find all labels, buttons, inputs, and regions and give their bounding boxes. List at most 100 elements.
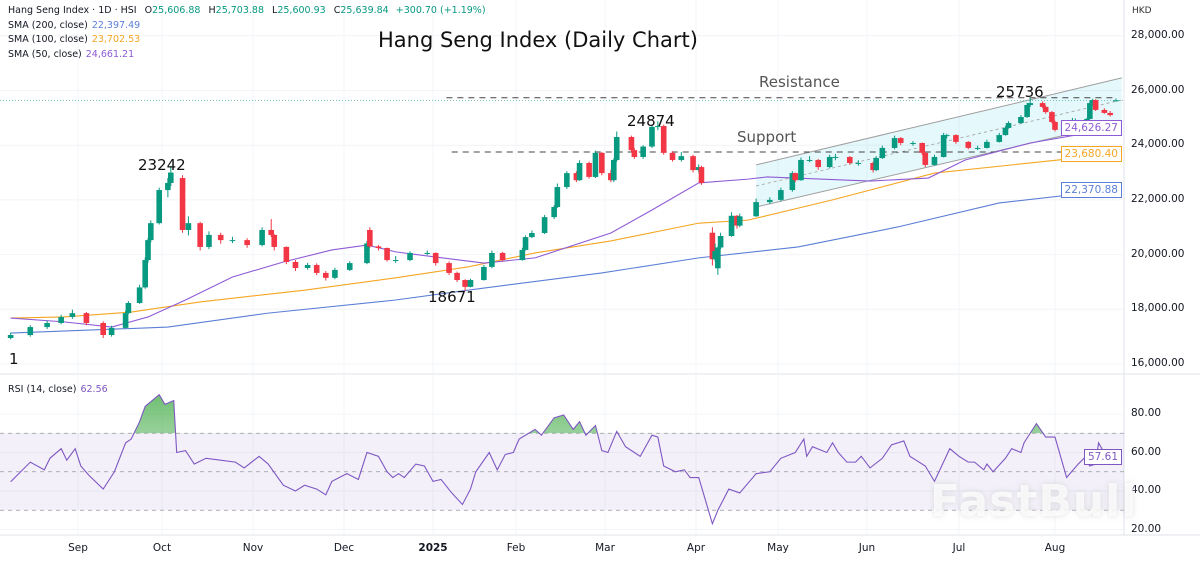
- candle-body: [229, 240, 236, 242]
- candle: [554, 183, 561, 209]
- candle-body: [346, 263, 353, 270]
- candle-body: [792, 173, 799, 181]
- candle-body: [136, 287, 143, 304]
- candle-body: [499, 252, 506, 261]
- change-value: +300.70 (+1.19%): [395, 5, 486, 16]
- candle: [897, 136, 904, 146]
- candle: [1024, 102, 1030, 118]
- sma100-value: 23,702.53: [91, 34, 141, 45]
- candle-body: [806, 159, 813, 161]
- candle: [375, 245, 382, 251]
- chart-title: Hang Seng Index (Daily Chart): [378, 28, 698, 52]
- candle: [669, 151, 676, 162]
- candle: [44, 320, 50, 329]
- candle: [271, 234, 278, 251]
- candle: [815, 158, 821, 170]
- candle-body: [655, 126, 661, 128]
- symbol-name: Hang Seng Index · 1D · HSI: [8, 5, 137, 16]
- candle: [1052, 120, 1058, 132]
- candle: [481, 264, 487, 281]
- candle-body: [375, 246, 382, 249]
- candle-body: [922, 152, 929, 165]
- candle: [332, 267, 338, 280]
- candle-body: [815, 159, 821, 168]
- candle-body: [660, 126, 667, 153]
- sma50-line: [10, 127, 1117, 328]
- low-label: L: [272, 5, 278, 16]
- candle: [156, 187, 162, 225]
- candle-body: [1084, 118, 1090, 121]
- candle: [586, 161, 592, 179]
- resistance-label: Resistance: [759, 73, 840, 91]
- candle: [855, 160, 862, 166]
- candle-body: [678, 156, 685, 160]
- time-tick-label: Mar: [595, 542, 615, 554]
- candle-body: [519, 249, 526, 261]
- annotation-high-25736: 25736: [996, 83, 1044, 101]
- candle-body: [44, 322, 50, 328]
- candle: [313, 263, 320, 276]
- candle: [407, 251, 413, 262]
- candle: [142, 257, 148, 289]
- candle-body: [7, 335, 14, 339]
- candle-body: [1039, 103, 1046, 107]
- candle-body: [1113, 100, 1119, 102]
- candle-body: [943, 135, 950, 137]
- price-tick-label: 16,000.00: [1131, 357, 1185, 369]
- candle-body: [669, 152, 676, 160]
- candle-body: [778, 190, 784, 200]
- candle-body: [631, 150, 638, 157]
- candle: [910, 141, 916, 146]
- candle-body: [268, 229, 274, 235]
- rsi-tick-label: 40.00: [1131, 484, 1162, 496]
- candle: [519, 247, 526, 261]
- candle-body: [283, 246, 290, 262]
- candle: [717, 232, 724, 250]
- candle-body: [965, 141, 972, 148]
- candle-body: [392, 260, 399, 262]
- ohlc-values: O25,606.88 H25,703.88 L25,600.93 C25,639…: [140, 5, 486, 16]
- candle: [499, 251, 506, 262]
- sma100-legend[interactable]: SMA (100, close) 23,702.53: [8, 33, 486, 48]
- candle-body: [573, 173, 580, 181]
- candle-body: [100, 322, 106, 336]
- candle: [122, 310, 129, 329]
- time-tick-label: Jul: [952, 542, 966, 554]
- candle: [392, 255, 399, 263]
- candle: [489, 250, 495, 269]
- time-tick-label: Aug: [1044, 542, 1066, 554]
- candle: [608, 169, 614, 183]
- candle: [1042, 105, 1049, 114]
- candle: [529, 230, 535, 239]
- candle-body: [891, 138, 898, 148]
- candle-body: [767, 199, 773, 203]
- candle-body: [611, 159, 617, 181]
- candle: [217, 232, 224, 244]
- candle: [922, 151, 929, 168]
- candle-body: [1018, 117, 1024, 124]
- time-tick-label: Apr: [686, 542, 706, 554]
- candle-body: [753, 202, 759, 217]
- rsi-legend[interactable]: RSI (14, close) 62.56: [8, 384, 108, 395]
- candle: [789, 171, 796, 192]
- price-tick-label: 24,000.00: [1131, 138, 1185, 151]
- trend-channel-fill: [756, 77, 1122, 208]
- candle-body: [108, 327, 115, 336]
- sma200-legend[interactable]: SMA (200, close) 22,397.49: [8, 19, 486, 34]
- price-tick-label: 18,000.00: [1131, 302, 1185, 315]
- candle-body: [728, 215, 735, 237]
- close-value: 25,639.84: [340, 5, 389, 16]
- candle-body: [974, 147, 981, 149]
- candle: [698, 165, 705, 185]
- candle: [346, 261, 353, 272]
- candle-body: [197, 223, 203, 247]
- candle: [165, 178, 171, 198]
- candle: [715, 246, 721, 275]
- channel-lower-line: [756, 121, 1122, 208]
- sma50-legend[interactable]: SMA (50, close) 24,661.21: [8, 48, 486, 63]
- candle-body: [846, 156, 853, 163]
- candle: [984, 139, 990, 149]
- candle-body: [873, 158, 879, 171]
- fastbull-watermark: FastBull: [930, 476, 1138, 527]
